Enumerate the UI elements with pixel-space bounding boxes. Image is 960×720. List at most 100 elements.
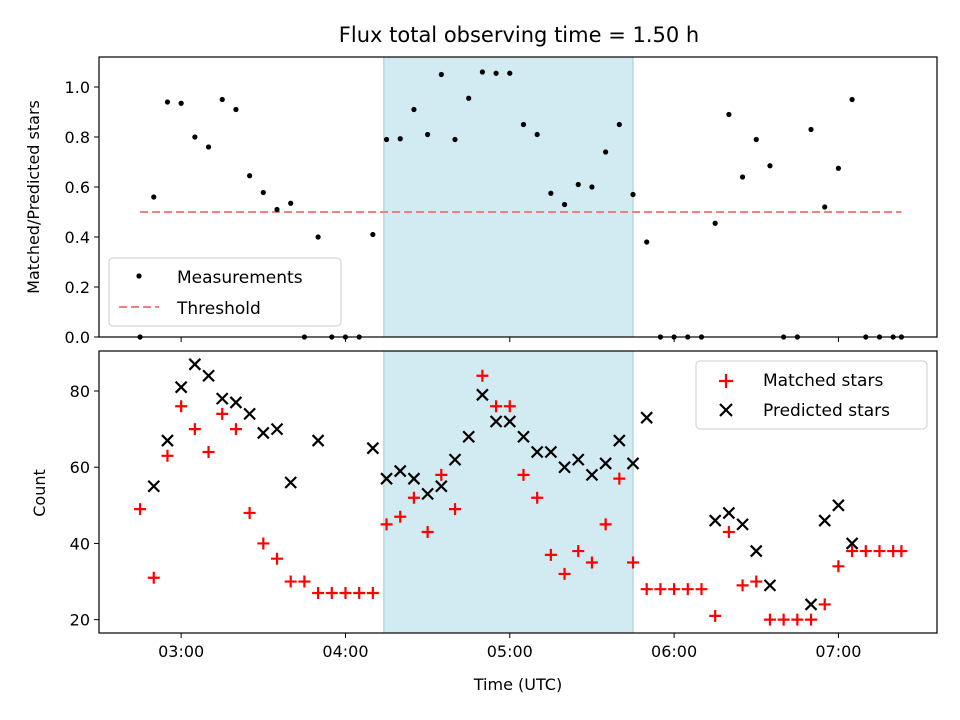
predicted-point-18	[448, 453, 462, 466]
measurement-point-7	[233, 106, 239, 113]
xtick-label-1: 04:00	[322, 642, 368, 661]
top-ytick-label-5: 1.0	[65, 78, 90, 97]
matched-point-35	[627, 556, 640, 569]
matched-point-26	[503, 400, 516, 413]
measurement-point-27	[507, 70, 513, 76]
measurement-point-44	[739, 174, 746, 180]
predicted-point-8	[257, 426, 270, 440]
matched-point-28	[531, 491, 544, 504]
measurement-point-13	[315, 234, 321, 240]
matched-point-1	[147, 571, 160, 584]
matched-point-55	[895, 545, 908, 558]
predicted-point-10	[284, 476, 297, 489]
predicted-point-21	[489, 415, 503, 428]
matched-legend-marker	[719, 374, 733, 388]
observing-span-bottom	[383, 350, 634, 634]
matched-point-36	[640, 583, 653, 596]
bottom-ytick-label-1: 40	[70, 534, 90, 553]
predicted-point-24	[530, 445, 544, 459]
measurement-point-10	[274, 206, 280, 213]
predicted-point-19	[462, 430, 475, 444]
predicted-point-38	[804, 598, 818, 611]
matched-point-49	[818, 598, 831, 611]
matched-point-12	[298, 575, 311, 588]
predicted-point-37	[763, 579, 777, 592]
measurement-point-51	[835, 165, 842, 171]
predicted-point-6	[229, 396, 243, 409]
matched-point-43	[736, 579, 749, 592]
top-panel: 0.0 0.2 0.4 0.6 0.8 1.0 Matched/Predicted sta…	[24, 56, 938, 347]
matched-point-9	[257, 537, 270, 550]
top-legend: Measurements Threshold	[108, 257, 342, 327]
xtick-label-4: 07:00	[815, 642, 861, 661]
measurement-point-18	[383, 136, 390, 143]
bottom-ylabel: Count	[30, 469, 49, 517]
measurement-point-43	[726, 111, 732, 118]
matched-star-points	[134, 369, 908, 626]
xlabel: Time (UTC)	[473, 675, 562, 694]
measurement-point-35	[616, 121, 622, 128]
bottom-legend: Matched stars Predicted stars	[695, 360, 928, 430]
measurement-point-34	[603, 149, 609, 155]
matched-point-11	[284, 575, 297, 588]
bottom-legend-box	[695, 360, 928, 430]
matched-point-0	[134, 503, 147, 516]
matched-point-38	[668, 583, 681, 596]
predicted-point-5	[215, 392, 229, 405]
matched-point-53	[873, 545, 886, 558]
matched-point-33	[599, 518, 612, 531]
matched-point-45	[763, 613, 776, 626]
predicted-point-9	[270, 422, 284, 436]
measurement-point-8	[247, 173, 253, 179]
measurement-point-21	[425, 131, 431, 138]
predicted-point-23	[517, 430, 530, 444]
xtick-label-2: 05:00	[487, 642, 533, 661]
matched-point-13	[312, 586, 325, 599]
top-ytick-label-1: 0.2	[65, 278, 90, 297]
top-ytick-label-3: 0.6	[65, 178, 90, 197]
matched-point-7	[229, 423, 242, 436]
measurement-point-50	[822, 204, 828, 210]
top-legend-box	[108, 257, 342, 327]
predicted-point-13	[380, 472, 393, 485]
predicted-point-25	[544, 445, 558, 459]
matched-point-18	[380, 518, 393, 531]
measurement-point-20	[411, 106, 417, 113]
predicted-point-11	[311, 434, 325, 447]
measurement-point-46	[767, 163, 773, 169]
predicted-point-29	[599, 457, 612, 470]
measurement-point-26	[493, 70, 499, 76]
predicted-point-17	[435, 480, 448, 493]
matched-point-19	[394, 510, 407, 523]
matched-point-34	[613, 472, 626, 485]
predicted-point-28	[585, 468, 599, 482]
measurement-point-22	[438, 71, 444, 78]
matched-point-15	[339, 586, 352, 599]
matched-point-47	[791, 613, 804, 626]
matched-point-2	[161, 449, 174, 462]
matched-point-46	[777, 613, 790, 626]
top-ticks: 0.0 0.2 0.4 0.6 0.8 1.0	[65, 78, 839, 347]
predicted-point-3	[188, 358, 202, 371]
predicted-point-16	[421, 487, 434, 501]
predicted-point-34	[722, 506, 736, 520]
measurement-point-19	[397, 136, 403, 142]
matched-point-40	[695, 583, 708, 596]
predicted-point-22	[503, 415, 517, 428]
matched-point-41	[709, 609, 722, 622]
matched-point-3	[175, 400, 188, 413]
matched-point-51	[846, 545, 859, 558]
matched-point-24	[476, 369, 489, 382]
measurement-point-45	[753, 136, 759, 143]
top-axes-frame	[98, 56, 938, 338]
matched-point-37	[654, 583, 667, 596]
measurement-points	[137, 69, 904, 340]
threshold-legend-label: Threshold	[176, 299, 261, 319]
matched-point-31	[572, 545, 585, 558]
measurement-point-32	[575, 181, 581, 188]
matched-point-39	[681, 583, 694, 596]
matched-point-5	[202, 445, 215, 458]
predicted-point-20	[476, 388, 489, 402]
measurement-point-3	[178, 100, 184, 106]
